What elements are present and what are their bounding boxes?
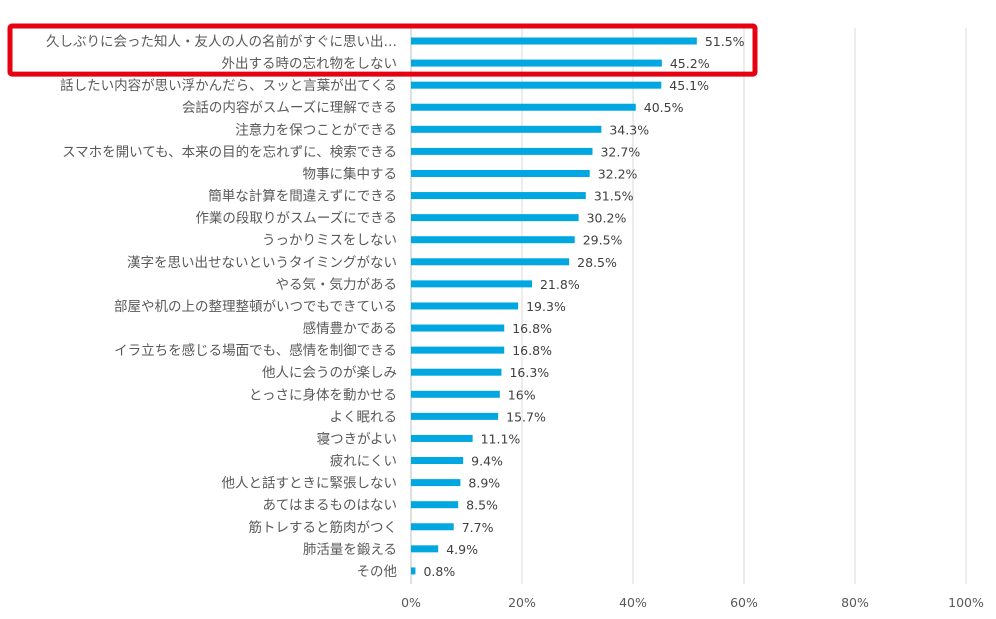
data-label-layer: 51.5% 45.2% 45.1% 40.5% 34.3% 32.7% 32.2% 31.5%…	[423, 34, 744, 579]
x-tick-label: 20%	[508, 595, 536, 610]
data-label: 19.3%	[526, 299, 566, 314]
data-label: 16.8%	[512, 321, 552, 336]
bar	[411, 368, 502, 376]
x-tick-label: 60%	[730, 595, 758, 610]
category-label: 部屋や机の上の整理整頓がいつでもできている	[114, 299, 397, 315]
data-label: 28.5%	[577, 255, 617, 270]
category-label: 物事に集中する	[303, 166, 398, 182]
bar	[411, 81, 662, 89]
category-label: 外出する時の忘れ物をしない	[222, 56, 398, 72]
highlight-layer	[7, 23, 758, 77]
data-label: 7.7%	[462, 520, 494, 535]
bar	[411, 37, 697, 45]
category-label: とっさに身体を動かせる	[249, 387, 397, 403]
x-tick-label: 0%	[401, 595, 421, 610]
data-label: 30.2%	[587, 211, 627, 226]
data-label: 9.4%	[471, 454, 503, 469]
bar	[411, 280, 532, 288]
bar	[411, 346, 505, 354]
bar	[411, 479, 461, 487]
bar	[411, 457, 464, 465]
data-label: 34.3%	[609, 122, 649, 137]
category-label: スマホを開いても、本来の目的を忘れずに、検索できる	[62, 144, 397, 160]
x-tick-label: 100%	[948, 595, 984, 610]
category-label: 寝つきがよい	[317, 430, 397, 447]
bar	[411, 324, 505, 332]
bar	[411, 125, 602, 133]
bar	[411, 59, 662, 67]
x-tick-layer: 0% 20% 40% 60% 80% 100%	[401, 595, 984, 610]
category-label: あてはまるものはない	[263, 498, 397, 514]
data-label: 45.2%	[670, 56, 710, 71]
data-label: 16.3%	[509, 365, 549, 380]
bar	[411, 501, 459, 509]
bar	[411, 192, 586, 200]
category-label: その他	[357, 564, 398, 580]
data-label: 16.8%	[512, 343, 552, 358]
bar	[411, 169, 590, 177]
category-label: 他人と話すときに緊張しない	[222, 475, 398, 492]
category-label: やる気・気力がある	[276, 277, 398, 293]
bar	[411, 258, 570, 266]
data-label: 8.5%	[466, 498, 498, 513]
bar	[411, 236, 575, 244]
category-label: 肺活量を鍛える	[303, 542, 397, 558]
bar	[411, 434, 473, 442]
data-label: 31.5%	[594, 189, 634, 204]
data-label: 21.8%	[540, 277, 580, 292]
bar	[411, 214, 579, 222]
category-label: 注意力を保つことができる	[235, 121, 397, 138]
category-label: 筋トレすると筋肉がつく	[249, 519, 398, 536]
data-label: 29.5%	[583, 233, 623, 248]
category-label: うっかりミスをしない	[262, 233, 397, 249]
bar	[411, 545, 439, 553]
bar	[411, 103, 636, 111]
bar	[411, 147, 593, 155]
data-label: 11.1%	[481, 431, 521, 446]
bar-layer	[411, 37, 697, 575]
data-label: 51.5%	[705, 34, 745, 49]
category-label: 他人に会うのが楽しみ	[262, 365, 397, 381]
category-label: 簡単な計算を間違えずにできる	[208, 189, 397, 205]
category-label-layer: 久しぶりに会った知人・友人の人の名前がすぐに思い出… 外出する時の忘れ物をしない話…	[46, 33, 397, 580]
category-label: 話したい内容が思い浮かんだら、スッと言葉が出てくる	[60, 77, 397, 94]
category-label: 漢字を思い出せないというタイミングがない	[127, 255, 397, 271]
category-label: イラ立ちを感じる場面でも、感情を制御できる	[114, 342, 397, 359]
data-label: 40.5%	[644, 100, 684, 115]
data-label: 32.2%	[598, 166, 638, 181]
highlight-box	[7, 23, 758, 77]
category-label: 久しぶりに会った知人・友人の人の名前がすぐに思い出…	[46, 33, 397, 50]
data-label: 32.7%	[600, 144, 640, 159]
x-tick-label: 80%	[841, 595, 869, 610]
data-label: 8.9%	[468, 476, 500, 491]
bar	[411, 302, 519, 310]
data-label: 0.8%	[423, 564, 455, 579]
bar	[411, 390, 500, 398]
category-label: 作業の段取りがスムーズにできる	[195, 211, 397, 227]
category-label: よく眠れる	[330, 409, 398, 425]
data-label: 4.9%	[446, 542, 478, 557]
category-label: 感情豊かである	[303, 320, 397, 337]
data-label: 45.1%	[669, 78, 709, 93]
data-label: 15.7%	[506, 409, 546, 424]
bar	[411, 412, 499, 420]
bar	[411, 523, 454, 531]
bar	[411, 567, 416, 575]
data-label: 16%	[508, 387, 536, 402]
x-tick-label: 40%	[619, 595, 647, 610]
category-label: 会話の内容がスムーズに理解できる	[182, 99, 397, 116]
category-label: 疲れにくい	[330, 453, 397, 470]
